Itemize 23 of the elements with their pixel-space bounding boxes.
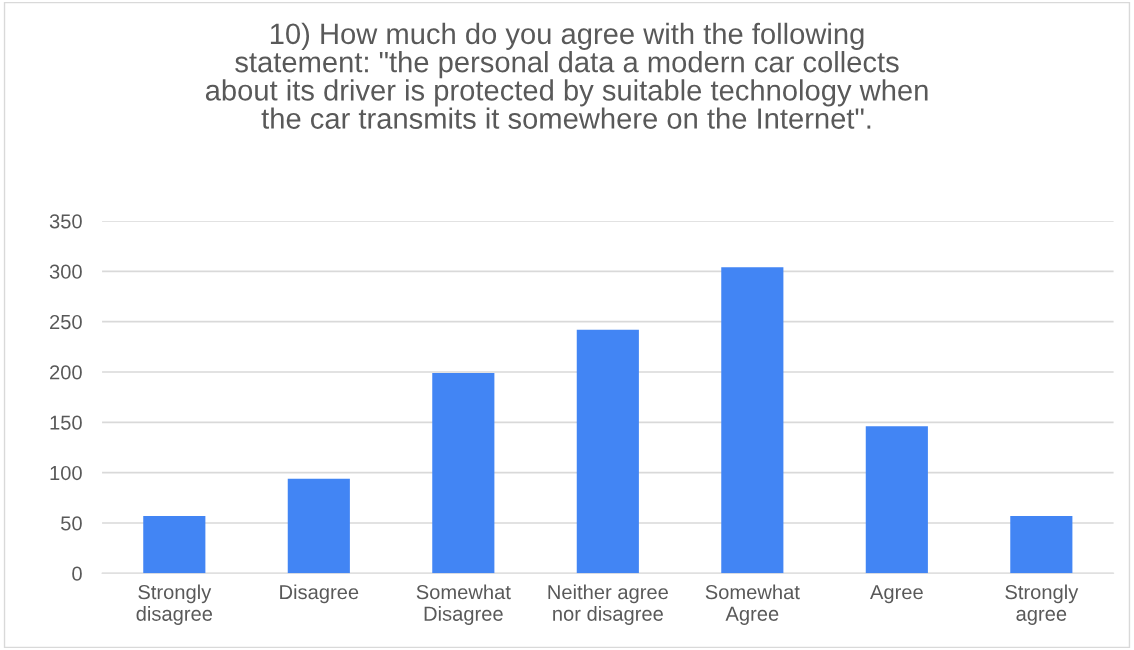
y-tick-label: 150 bbox=[50, 415, 82, 430]
bar bbox=[432, 372, 495, 574]
y-tick-label: 300 bbox=[49, 264, 82, 279]
bar bbox=[143, 515, 206, 574]
y-tick-label: 350 bbox=[49, 214, 82, 229]
chart-title: 10) How much do you agree with the following statement: "the personal data a modern car collects about its driver is protected by suitable technology when the car transmits it somewhere on the Internet". bbox=[205, 22, 928, 129]
bar bbox=[865, 426, 928, 574]
x-tick-label: Agree bbox=[870, 585, 923, 604]
y-tick-label: 250 bbox=[50, 314, 82, 330]
x-tick-label: Disagree bbox=[280, 584, 359, 604]
bar bbox=[1010, 515, 1073, 574]
y-tick-label: 0 bbox=[72, 566, 82, 581]
x-tick-label: Neither agree nor disagree bbox=[548, 584, 668, 625]
y-tick-label: 100 bbox=[50, 465, 82, 481]
bar bbox=[287, 478, 350, 574]
x-tick-label: Somewhat Disagree bbox=[416, 584, 511, 625]
x-tick-label: Somewhat Agree bbox=[705, 584, 800, 625]
y-tick-label: 50 bbox=[61, 516, 82, 531]
bar bbox=[721, 267, 784, 574]
y-tick-label: 200 bbox=[50, 365, 82, 380]
bar bbox=[576, 329, 639, 574]
x-tick-label: Strongly disagree bbox=[136, 584, 213, 625]
x-tick-label: Strongly agree bbox=[1005, 584, 1079, 625]
